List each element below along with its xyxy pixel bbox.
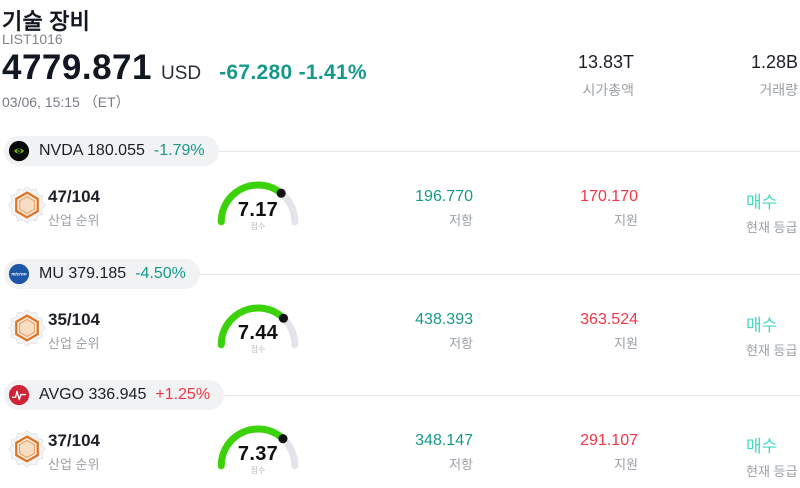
score-label: 점수: [250, 222, 266, 231]
support-column: 170.170 지원: [538, 188, 638, 229]
index-change: -67.280 -1.41%: [219, 61, 367, 84]
symbol-and-price: MU 379.185: [39, 265, 127, 282]
rating-column: 매수 현재 등급: [746, 188, 797, 236]
stock-row-avgo: AVGO 336.945 +1.25% 37/104 산업 순위 7.37 점수: [0, 380, 800, 488]
support-label: 지원: [614, 336, 638, 351]
industry-rank: 47/104 산업 순위: [48, 187, 100, 229]
resistance-value: 196.770: [415, 188, 473, 205]
rating-value: 매수: [746, 193, 778, 212]
score-label: 점수: [250, 345, 266, 354]
quote-timestamp: 03/06, 15:15 （ET）: [2, 94, 130, 110]
industry-rank-badge-icon: [8, 186, 46, 224]
broadcom-logo-icon: [8, 384, 30, 406]
page-title: 기술 장비: [2, 9, 91, 34]
resistance-value: 438.393: [415, 311, 473, 328]
support-value: 291.107: [580, 432, 638, 449]
score-label: 점수: [250, 466, 266, 475]
score-value: 7.17: [237, 199, 279, 221]
rating-value: 매수: [746, 316, 778, 335]
price-row: 4779.871 USD -67.280 -1.41%: [2, 48, 367, 88]
svg-text:micron: micron: [11, 272, 26, 277]
divider: [10, 274, 800, 275]
currency-label: USD: [160, 63, 202, 84]
volume-stat: 1.28B 거래량: [751, 52, 798, 100]
symbol-and-price: AVGO 336.945: [39, 386, 147, 403]
score-gauge: 7.37 점수: [214, 422, 302, 475]
change-percent: +1.25%: [155, 386, 211, 403]
symbol-pill-mu[interactable]: micron MU 379.185 -4.50%: [4, 259, 200, 289]
rank-label: 산업 순위: [48, 457, 100, 472]
rank-label: 산업 순위: [48, 213, 100, 228]
rating-value: 매수: [746, 437, 778, 456]
change-percent: -4.50%: [135, 265, 186, 282]
support-label: 지원: [614, 457, 638, 472]
resistance-label: 저항: [449, 457, 473, 472]
stock-row-nvda: NVDA 180.055 -1.79% 47/104 산업 순위 7.17 점수: [0, 136, 800, 259]
rank-value: 35/104: [48, 310, 100, 329]
industry-rank-badge-icon: [8, 430, 46, 468]
support-column: 291.107 지원: [538, 432, 638, 473]
resistance-column: 438.393 저항: [373, 311, 473, 352]
rating-label: 현재 등급: [746, 343, 798, 358]
industry-rank: 37/104 산업 순위: [48, 431, 100, 473]
score-gauge: 7.17 점수: [214, 178, 302, 231]
industry-rank-badge-icon: [8, 309, 46, 347]
nvidia-logo-icon: [8, 140, 30, 162]
resistance-value: 348.147: [415, 432, 473, 449]
divider: [10, 395, 800, 396]
list-id: LIST1016: [2, 31, 63, 47]
resistance-label: 저항: [449, 336, 473, 351]
symbol-and-price: NVDA 180.055: [39, 142, 145, 159]
industry-rank: 35/104 산업 순위: [48, 310, 100, 352]
rating-column: 매수 현재 등급: [746, 432, 797, 480]
support-column: 363.524 지원: [538, 311, 638, 352]
rating-label: 현재 등급: [746, 220, 798, 235]
support-value: 170.170: [580, 188, 638, 205]
market-cap-label: 시가총액: [582, 82, 634, 98]
score-gauge: 7.44 점수: [214, 301, 302, 354]
micron-logo-icon: micron: [8, 263, 30, 285]
rating-column: 매수 현재 등급: [746, 311, 797, 359]
market-cap-stat: 13.83T 시가총액: [578, 52, 634, 100]
rank-value: 47/104: [48, 187, 100, 206]
index-price: 4779.871: [2, 48, 152, 87]
volume-label: 거래량: [759, 82, 798, 98]
divider: [10, 151, 800, 152]
symbol-pill-avgo[interactable]: AVGO 336.945 +1.25%: [4, 380, 225, 410]
score-value: 7.44: [237, 322, 279, 344]
market-cap-value: 13.83T: [577, 52, 634, 72]
rank-label: 산업 순위: [48, 336, 100, 351]
support-value: 363.524: [580, 311, 638, 328]
change-percent: -1.79%: [153, 142, 205, 159]
resistance-column: 348.147 저항: [373, 432, 473, 473]
resistance-label: 저항: [449, 213, 473, 228]
rating-label: 현재 등급: [746, 464, 798, 479]
stock-row-mu: micron MU 379.185 -4.50% 35/104 산업 순위 7.…: [0, 259, 800, 382]
resistance-column: 196.770 저항: [373, 188, 473, 229]
symbol-pill-nvda[interactable]: NVDA 180.055 -1.79%: [4, 136, 219, 166]
rank-value: 37/104: [48, 431, 100, 450]
volume-value: 1.28B: [750, 52, 798, 72]
score-value: 7.37: [237, 443, 279, 465]
support-label: 지원: [614, 213, 638, 228]
